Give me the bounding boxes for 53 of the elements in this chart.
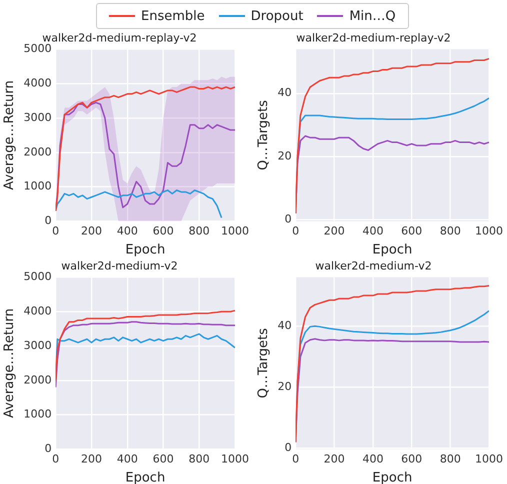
chart-title: walker2d-medium-replay-v2 <box>42 31 197 44</box>
x-tick-label: 800 <box>188 452 210 466</box>
y-tick-label: 40 <box>278 86 292 100</box>
y-tick-label: 1000 <box>24 180 52 193</box>
legend-label: Dropout <box>250 8 304 24</box>
y-tick-label: 4000 <box>24 304 52 318</box>
y-tick-label: 5000 <box>24 270 52 284</box>
x-tick-label: 200 <box>80 224 102 238</box>
y-tick-label: 3000 <box>24 338 52 352</box>
x-axis-title: Epoch <box>125 470 166 484</box>
x-tick-label: 200 <box>324 452 345 466</box>
y-tick-label: 2000 <box>24 373 52 386</box>
x-tick-label: 400 <box>116 224 138 238</box>
legend-label: Ensemble <box>141 8 205 24</box>
x-tick-label: 200 <box>324 224 345 238</box>
chart-title: walker2d-medium-replay-v2 <box>296 31 451 44</box>
y-tick-label: 0 <box>44 214 52 228</box>
y-tick-label: 3000 <box>24 110 52 124</box>
x-tick-label: 800 <box>440 224 461 238</box>
y-tick-label: 20 <box>278 380 292 394</box>
x-tick-label: 600 <box>401 452 422 466</box>
x-tick-label: 400 <box>362 224 384 238</box>
y-tick-label: 40 <box>278 318 292 332</box>
legend-label: Min…Q <box>349 8 396 24</box>
chart-title: walker2d-medium-v2 <box>61 259 178 272</box>
y-axis-title: Average…Return <box>2 80 18 190</box>
x-tick-label: 600 <box>152 452 174 466</box>
x-axis-title: Epoch <box>372 242 412 258</box>
y-tick-label: 20 <box>278 149 292 162</box>
x-axis-title: Epoch <box>125 242 166 258</box>
x-tick-label: 600 <box>152 224 174 238</box>
x-axis-title: Epoch <box>372 470 412 484</box>
y-tick-label: 5000 <box>24 42 52 56</box>
x-tick-label: 400 <box>362 452 384 466</box>
x-tick-label: 400 <box>116 452 138 466</box>
y-axis-title: Q…Targets <box>256 100 272 170</box>
y-tick-label: 0 <box>284 212 292 226</box>
y-tick-label: 0 <box>284 441 292 454</box>
y-tick-label: 4000 <box>24 76 52 90</box>
x-tick-label: 1000 <box>221 452 250 466</box>
x-tick-label: 1000 <box>475 224 504 238</box>
y-tick-label: 0 <box>44 442 52 456</box>
x-tick-label: 800 <box>188 224 210 238</box>
x-tick-label: 800 <box>440 452 461 466</box>
x-tick-label: 1000 <box>475 452 504 466</box>
y-tick-label: 1000 <box>24 408 52 421</box>
x-tick-label: 600 <box>401 224 422 238</box>
chart-title: walker2d-medium-v2 <box>315 259 432 272</box>
y-tick-label: 2000 <box>24 145 52 158</box>
y-axis-title: Q…Targets <box>256 328 272 398</box>
y-axis-title: Average…Return <box>2 308 18 418</box>
x-tick-label: 1000 <box>221 224 250 238</box>
x-tick-label: 200 <box>80 452 102 466</box>
